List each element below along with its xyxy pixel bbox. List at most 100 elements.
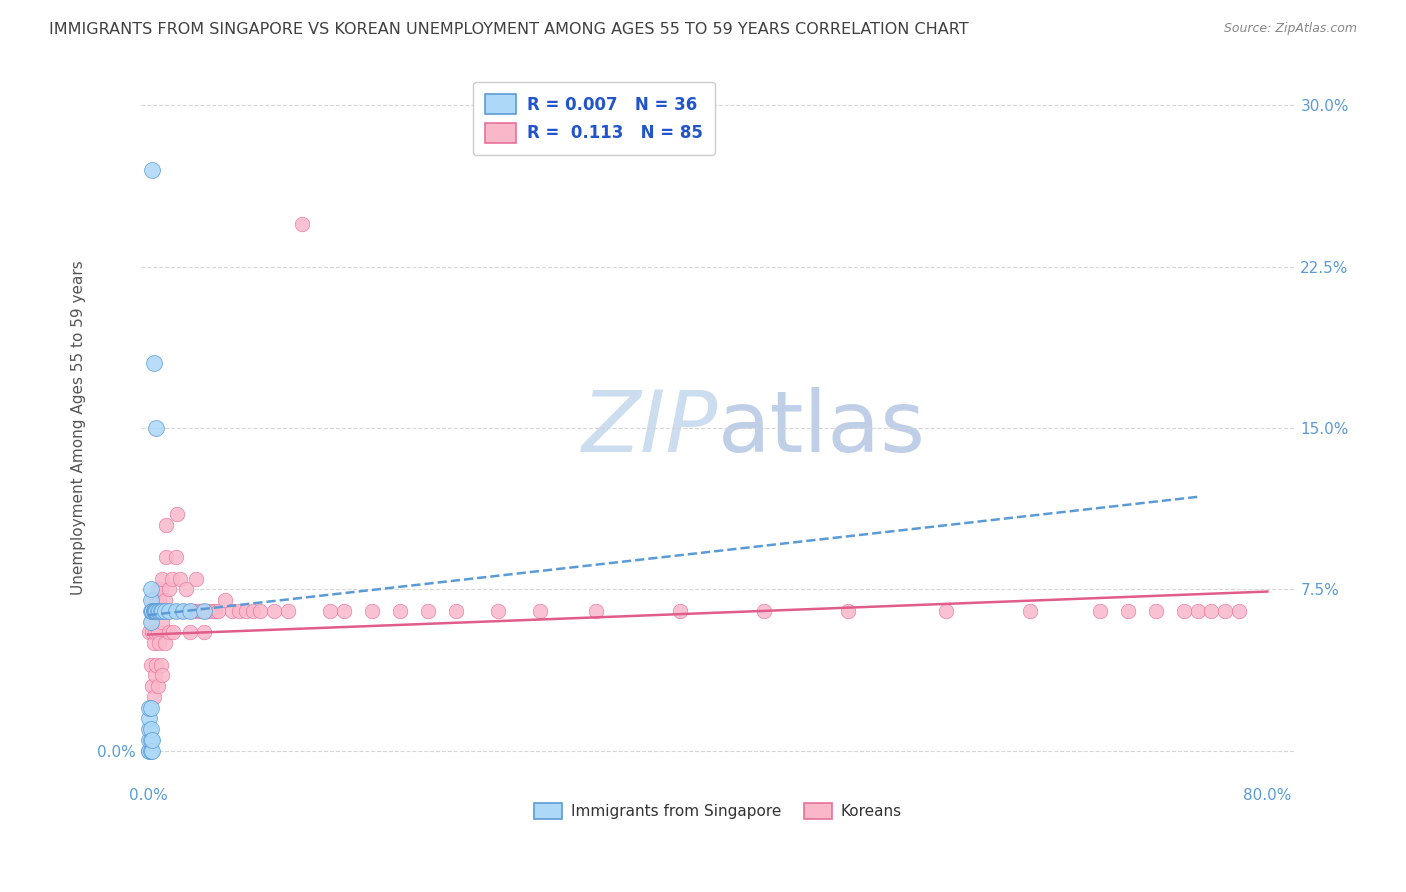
Point [157, 625, 180, 640]
Point [207, 604, 229, 618]
Point [165, 550, 187, 565]
Point [141, 679, 163, 693]
Point [157, 582, 180, 597]
Point [195, 604, 218, 618]
Point [1229, 604, 1251, 618]
Point [148, 636, 170, 650]
Point [388, 604, 411, 618]
Point [181, 604, 204, 618]
Text: ZIP: ZIP [582, 386, 718, 469]
Point [139, 593, 162, 607]
Point [141, 625, 163, 640]
Point [529, 604, 551, 618]
Point [149, 582, 172, 597]
Point [163, 604, 186, 618]
Point [1088, 604, 1111, 618]
Point [156, 604, 179, 618]
Point [139, 604, 162, 618]
Point [165, 604, 187, 618]
Point [291, 217, 314, 231]
Point [143, 625, 166, 640]
Point [214, 593, 236, 607]
Point [142, 690, 165, 704]
Point [143, 604, 166, 618]
Point [146, 679, 169, 693]
Point [486, 604, 509, 618]
Point [139, 700, 162, 714]
Point [141, 733, 163, 747]
Legend: Immigrants from Singapore, Koreans: Immigrants from Singapore, Koreans [529, 797, 908, 825]
Point [152, 604, 174, 618]
Point [145, 421, 167, 435]
Point [263, 604, 285, 618]
Point [752, 604, 775, 618]
Point [1215, 604, 1237, 618]
Point [142, 604, 165, 618]
Point [174, 582, 197, 597]
Point [139, 582, 162, 597]
Point [138, 625, 160, 640]
Point [138, 744, 160, 758]
Point [143, 604, 166, 618]
Point [141, 604, 163, 618]
Point [668, 604, 690, 618]
Point [277, 604, 299, 618]
Point [187, 604, 209, 618]
Point [1201, 604, 1223, 618]
Point [242, 604, 264, 618]
Point [585, 604, 607, 618]
Point [145, 604, 167, 618]
Point [160, 572, 183, 586]
Point [153, 604, 176, 618]
Point [360, 604, 382, 618]
Point [143, 668, 166, 682]
Point [150, 572, 173, 586]
Point [179, 625, 201, 640]
Point [153, 593, 176, 607]
Point [153, 636, 176, 650]
Point [148, 604, 170, 618]
Point [190, 604, 212, 618]
Text: IMMIGRANTS FROM SINGAPORE VS KOREAN UNEMPLOYMENT AMONG AGES 55 TO 59 YEARS CORRE: IMMIGRANTS FROM SINGAPORE VS KOREAN UNEM… [49, 22, 969, 37]
Point [141, 604, 163, 618]
Point [150, 668, 173, 682]
Point [193, 625, 215, 640]
Point [155, 550, 177, 565]
Point [319, 604, 342, 618]
Point [150, 615, 173, 629]
Point [1144, 604, 1167, 618]
Point [176, 604, 198, 618]
Point [139, 615, 162, 629]
Point [159, 604, 181, 618]
Point [221, 604, 243, 618]
Point [1173, 604, 1195, 618]
Point [166, 507, 188, 521]
Point [149, 604, 172, 618]
Point [1116, 604, 1139, 618]
Point [139, 657, 162, 672]
Point [235, 604, 257, 618]
Point [167, 604, 190, 618]
Point [416, 604, 439, 618]
Point [149, 657, 172, 672]
Point [145, 604, 167, 618]
Point [138, 723, 160, 737]
Point [149, 604, 172, 618]
Point [935, 604, 957, 618]
Point [155, 517, 177, 532]
Point [146, 604, 169, 618]
Point [139, 744, 162, 758]
Point [138, 711, 160, 725]
Point [228, 604, 250, 618]
Point [138, 733, 160, 747]
Point [1187, 604, 1209, 618]
Point [172, 604, 194, 618]
Point [172, 604, 194, 618]
Point [141, 744, 163, 758]
Point [150, 604, 173, 618]
Point [139, 723, 162, 737]
Point [148, 593, 170, 607]
Point [146, 582, 169, 597]
Point [200, 604, 222, 618]
Point [138, 744, 160, 758]
